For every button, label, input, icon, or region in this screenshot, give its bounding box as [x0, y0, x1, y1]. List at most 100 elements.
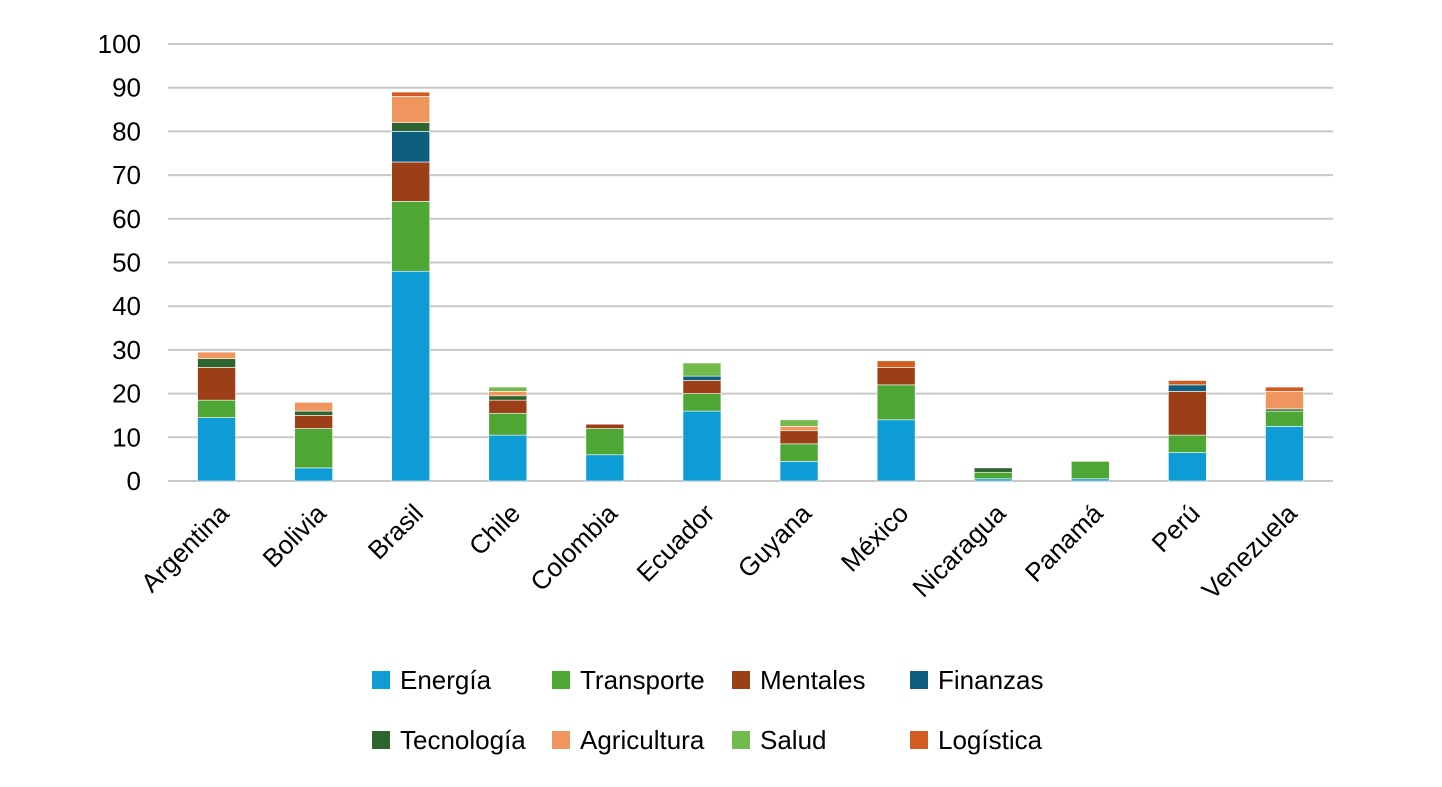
y-axis-ticks: 0 10 20 30 40 50 60 70 80 90 100: [98, 29, 141, 496]
x-tick-label: Guyana: [732, 498, 818, 584]
bar-segment: [1265, 426, 1304, 482]
y-tick-label: 0: [127, 466, 141, 496]
bar-segment: [585, 428, 625, 456]
legend-swatch: [552, 671, 570, 689]
bar-segment: [585, 454, 625, 482]
legend-swatch: [732, 671, 750, 689]
bar-segment: [391, 161, 431, 202]
bar-segment: [682, 380, 722, 394]
bar-segment: [1070, 461, 1110, 480]
legend-swatch: [552, 731, 570, 749]
stacked-bar-chart: 0 10 20 30 40 50 60 70 80 90 100 Argentina Bolivia B…: [98, 29, 1333, 605]
bar-segment: [779, 419, 819, 427]
bar-segment: [876, 419, 916, 482]
bar-segment: [294, 467, 333, 482]
legend-item: Logística: [910, 720, 1042, 760]
x-tick-label: Brasil: [362, 498, 429, 565]
legend-swatch: [910, 671, 928, 689]
bar-segment: [682, 393, 722, 412]
bar-segment: [1265, 408, 1304, 412]
bar-segment: [1168, 391, 1207, 436]
legend-item: Energía: [372, 660, 491, 700]
bar-segment: [197, 358, 236, 368]
bar-segment: [197, 351, 236, 359]
legend-swatch: [372, 671, 390, 689]
legend-swatch: [732, 731, 750, 749]
bar-segment: [197, 399, 236, 418]
bar-segment: [1168, 452, 1207, 482]
y-tick-label: 90: [112, 73, 141, 103]
bar-segment: [973, 478, 1013, 482]
bar-segment: [973, 467, 1013, 473]
legend-label: Salud: [760, 724, 827, 755]
bar-segment: [391, 91, 431, 97]
legend-swatch: [372, 731, 390, 749]
x-tick-label: Colombia: [524, 498, 623, 597]
bar-segment: [779, 430, 819, 445]
y-tick-label: 20: [112, 379, 141, 409]
bars: [197, 91, 1304, 482]
bar-segment: [391, 270, 431, 482]
bar-segment: [391, 122, 431, 132]
bar-segment: [391, 131, 431, 163]
y-tick-label: 40: [112, 291, 141, 321]
x-tick-label: Bolivia: [256, 498, 332, 574]
bar-segment: [1070, 478, 1110, 482]
x-tick-label: México: [835, 498, 914, 577]
x-tick-label: Ecuador: [631, 498, 721, 588]
bar-segment: [488, 434, 528, 482]
y-tick-label: 30: [112, 335, 141, 365]
bar-segment: [294, 415, 333, 429]
bar-segment: [488, 386, 528, 392]
y-tick-label: 60: [112, 204, 141, 234]
bar-segment: [488, 412, 528, 436]
bar-segment: [1168, 434, 1207, 453]
bar-segment: [779, 461, 819, 482]
legend-label: Transporte: [580, 664, 705, 695]
x-tick-label: Chile: [463, 498, 526, 561]
bar-segment: [1168, 384, 1207, 392]
legend-item: Agricultura: [552, 720, 704, 760]
bar-segment: [682, 375, 722, 381]
legend-item: Salud: [732, 720, 827, 760]
bar-segment: [1265, 386, 1304, 392]
legend-item: Tecnología: [372, 720, 526, 760]
x-tick-label: Perú: [1146, 498, 1206, 558]
y-tick-label: 10: [112, 422, 141, 452]
legend-label: Agricultura: [580, 724, 705, 755]
bar-segment: [294, 402, 333, 412]
legend: Energía Transporte Mentales Finanzas Tecnolo…: [372, 660, 1092, 770]
bar-segment: [779, 426, 819, 432]
legend-label: Energía: [400, 664, 492, 695]
bar-segment: [197, 367, 236, 401]
y-tick-label: 100: [98, 29, 141, 59]
bar-segment: [1168, 380, 1207, 386]
x-tick-label: Argentina: [135, 498, 235, 598]
bar-segment: [294, 428, 333, 469]
legend-item: Finanzas: [910, 660, 1044, 700]
bar-segment: [682, 362, 722, 377]
y-tick-label: 70: [112, 160, 141, 190]
bar-segment: [294, 410, 333, 416]
bar-segment: [488, 399, 528, 414]
legend-item: Mentales: [732, 660, 866, 700]
y-tick-label: 80: [112, 116, 141, 146]
x-tick-label: Panamá: [1019, 498, 1109, 588]
bar-segment: [585, 423, 625, 429]
bar-segment: [682, 410, 722, 482]
bar-segment: [488, 395, 528, 401]
bar-segment: [779, 443, 819, 462]
legend-item: Transporte: [552, 660, 705, 700]
bar-segment: [876, 384, 916, 421]
bar-segment: [1265, 410, 1304, 427]
legend-label: Finanzas: [938, 664, 1044, 695]
bar-segment: [197, 417, 236, 482]
legend-label: Logística: [938, 724, 1043, 755]
x-tick-label: Venezuela: [1196, 498, 1303, 605]
bar-segment: [1265, 391, 1304, 410]
bar-segment: [391, 96, 431, 123]
bar-segment: [876, 360, 916, 368]
bar-segment: [876, 367, 916, 386]
gridlines: [168, 43, 1333, 482]
